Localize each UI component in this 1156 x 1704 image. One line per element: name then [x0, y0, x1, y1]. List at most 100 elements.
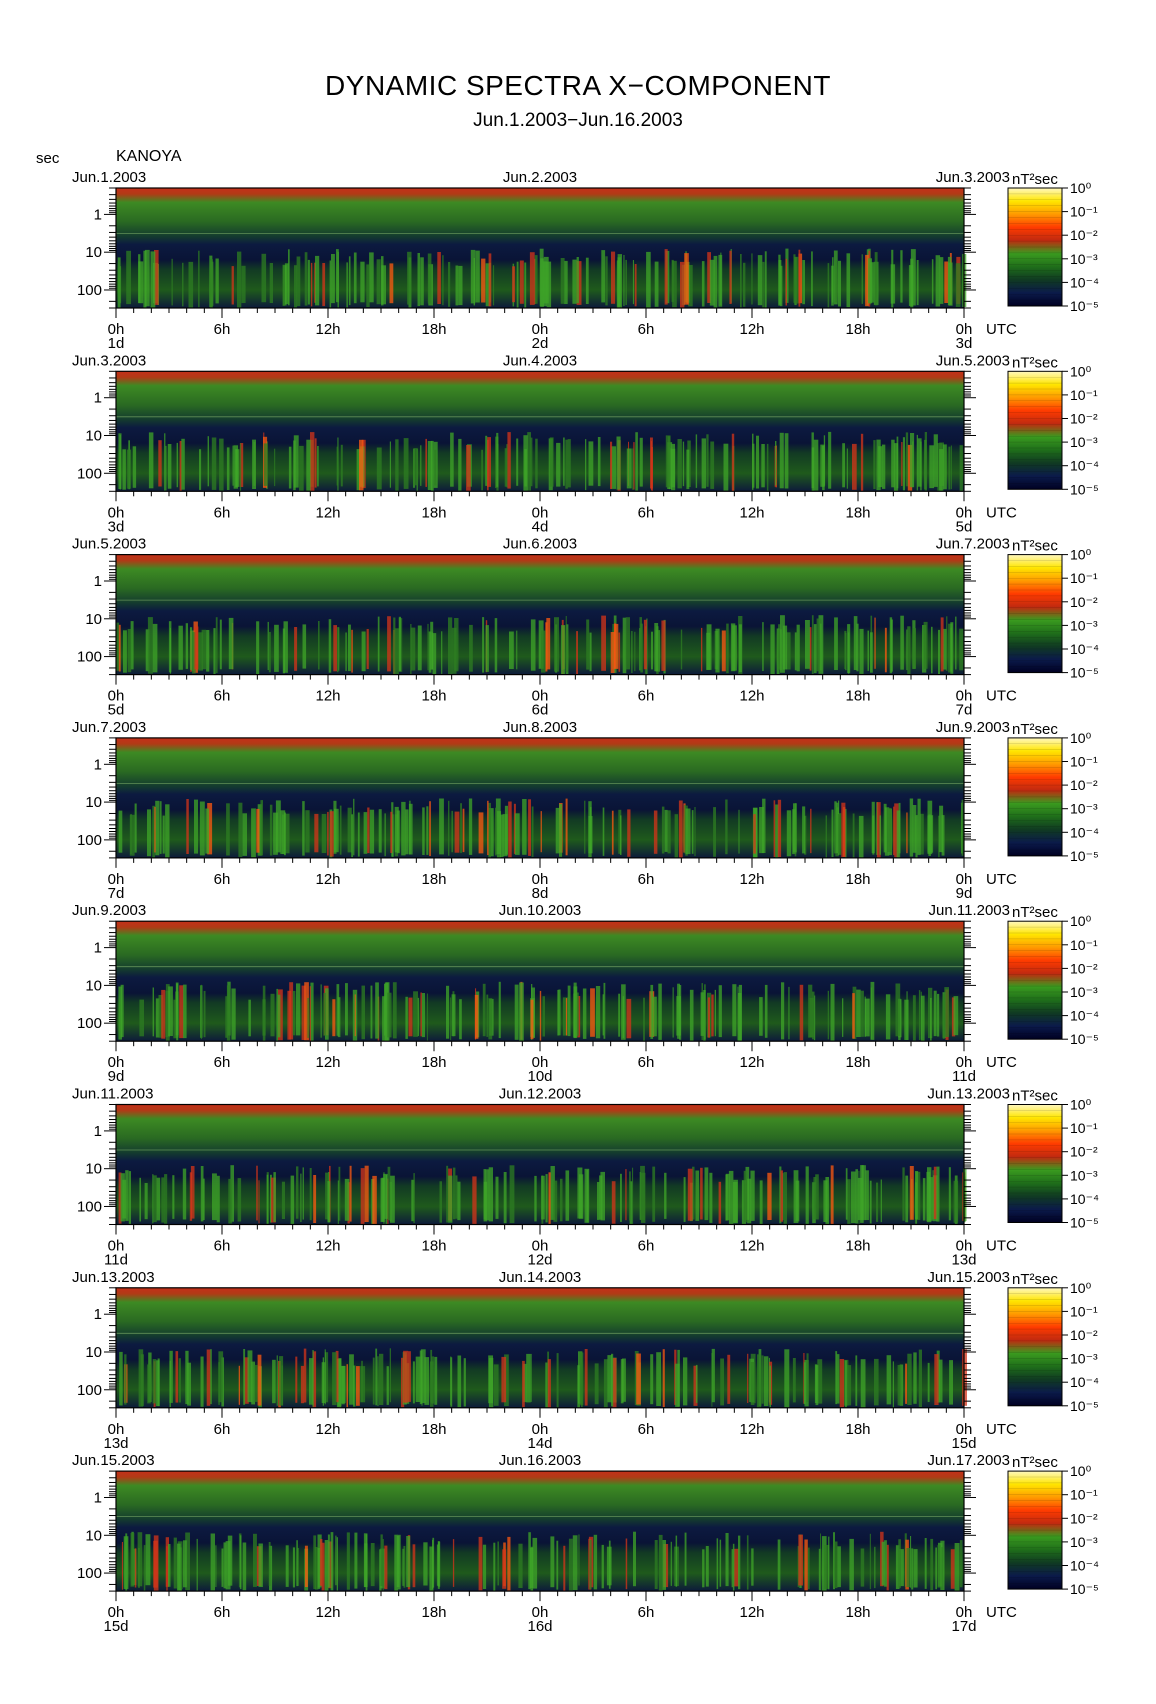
spectral-streak — [541, 1175, 545, 1220]
spectral-streak — [886, 1355, 892, 1405]
spectral-streak — [319, 1539, 323, 1586]
spectral-streak — [631, 631, 633, 673]
spectral-streak — [856, 989, 861, 1037]
spectral-streak — [123, 630, 127, 673]
spectral-streak — [851, 1171, 856, 1224]
spectral-streak — [452, 1167, 456, 1220]
x-tick-label: 18h — [845, 504, 870, 521]
spectral-streak — [393, 617, 396, 674]
spectral-streak — [203, 990, 206, 1038]
spectral-streak — [867, 630, 869, 671]
spectral-streak — [813, 624, 817, 674]
spectral-streak — [354, 1532, 358, 1589]
spectral-streak — [321, 1362, 326, 1403]
spectral-streak — [695, 434, 698, 488]
x-tick-label: 0h — [532, 1054, 549, 1071]
spectral-streak — [526, 1353, 531, 1403]
spectral-streak — [751, 1548, 754, 1586]
x-tick-label: 0h — [956, 688, 973, 705]
spectral-streak — [221, 1548, 224, 1587]
spectral-streak — [324, 1349, 326, 1405]
spectral-streak — [892, 1361, 894, 1408]
spectral-streak — [567, 985, 571, 1037]
spectral-streak — [820, 1533, 821, 1590]
spectral-streak — [153, 1535, 159, 1591]
spectral-streak — [794, 632, 797, 671]
spectral-streak — [379, 1549, 382, 1591]
spectral-streak — [560, 1178, 563, 1222]
spectral-streak — [307, 997, 309, 1038]
spectral-streak — [493, 1364, 499, 1406]
spectral-streak — [959, 628, 964, 671]
colorbar-unit: nT²sec — [1012, 171, 1058, 188]
spectral-streak — [565, 616, 567, 673]
x-tick-label: 18h — [421, 1421, 446, 1438]
spectral-streak — [827, 263, 830, 308]
spectral-streak — [626, 998, 632, 1039]
spectral-streak — [788, 986, 790, 1040]
spectral-streak — [253, 1533, 257, 1587]
day-label: 1d — [108, 335, 125, 352]
y-tick-label: 10 — [85, 244, 102, 261]
colorbar-tick-label: 10⁻¹ — [1070, 570, 1098, 586]
spectral-streak — [152, 987, 154, 1037]
spectral-streak — [383, 1173, 388, 1219]
spectral-streak — [693, 1365, 698, 1406]
spectral-streak — [602, 994, 604, 1036]
spectral-streak — [330, 1532, 334, 1591]
spectral-streak — [904, 999, 909, 1040]
spectral-streak — [325, 988, 329, 1040]
spectral-streak — [145, 629, 150, 672]
spectral-streak — [450, 1357, 453, 1407]
spectral-streak — [622, 1358, 626, 1402]
spectral-streak — [629, 1181, 633, 1225]
colorbar-tick-label: 10⁻³ — [1070, 1351, 1098, 1367]
x-tick-label: 6h — [638, 688, 655, 705]
spectral-streak — [276, 1355, 278, 1406]
colorbar-tick-label: 10⁰ — [1070, 1463, 1092, 1479]
colorbar-tick-label: 10⁻⁵ — [1070, 1031, 1099, 1047]
spectral-streak — [507, 432, 511, 489]
spectral-streak — [664, 809, 668, 852]
spectral-streak — [900, 615, 904, 670]
spectral-streak — [878, 446, 883, 488]
spectral-streak — [504, 448, 508, 487]
spectral-streak — [164, 1174, 168, 1224]
spectral-streak — [314, 438, 317, 488]
spectral-streak — [918, 1349, 922, 1407]
spectral-streak — [675, 1535, 678, 1587]
colorbar-tick-label: 10⁻¹ — [1070, 754, 1098, 770]
spectral-streak — [185, 623, 188, 669]
spectral-streak — [880, 1179, 882, 1223]
spectral-streak — [199, 449, 202, 490]
panel-start-date: Jun.5.2003 — [72, 536, 146, 553]
spectral-streak — [782, 625, 788, 670]
spectral-streak — [706, 624, 712, 670]
spectral-streak — [950, 445, 952, 490]
spectral-streak — [796, 624, 800, 672]
spectral-streak — [528, 799, 531, 856]
spectral-streak — [662, 1540, 666, 1590]
spectral-streak — [345, 983, 348, 1036]
spectral-streak — [805, 1166, 809, 1224]
spectral-streak — [196, 1538, 198, 1591]
spectral-streak — [891, 439, 895, 488]
spectral-streak — [611, 251, 616, 304]
spectral-streak — [176, 442, 178, 488]
spectral-streak — [231, 988, 236, 1040]
spectral-streak — [215, 1545, 217, 1587]
spectral-streak — [905, 1363, 908, 1404]
panel-end-date: Jun.15.2003 — [927, 1269, 1010, 1286]
spectral-streak — [852, 813, 855, 858]
x-tick-label: 6h — [638, 321, 655, 338]
spectral-streak — [359, 439, 364, 491]
spectral-streak — [950, 622, 954, 674]
spectral-streak — [406, 1536, 411, 1588]
colorbar-gradient — [1007, 187, 1063, 307]
x-tick-label: 0h — [532, 871, 549, 888]
spectral-streak — [469, 624, 473, 672]
spectral-streak — [874, 1358, 879, 1406]
spectral-streak — [887, 807, 892, 852]
spectral-streak — [548, 1172, 551, 1225]
x-tick-label: 6h — [638, 1604, 655, 1621]
